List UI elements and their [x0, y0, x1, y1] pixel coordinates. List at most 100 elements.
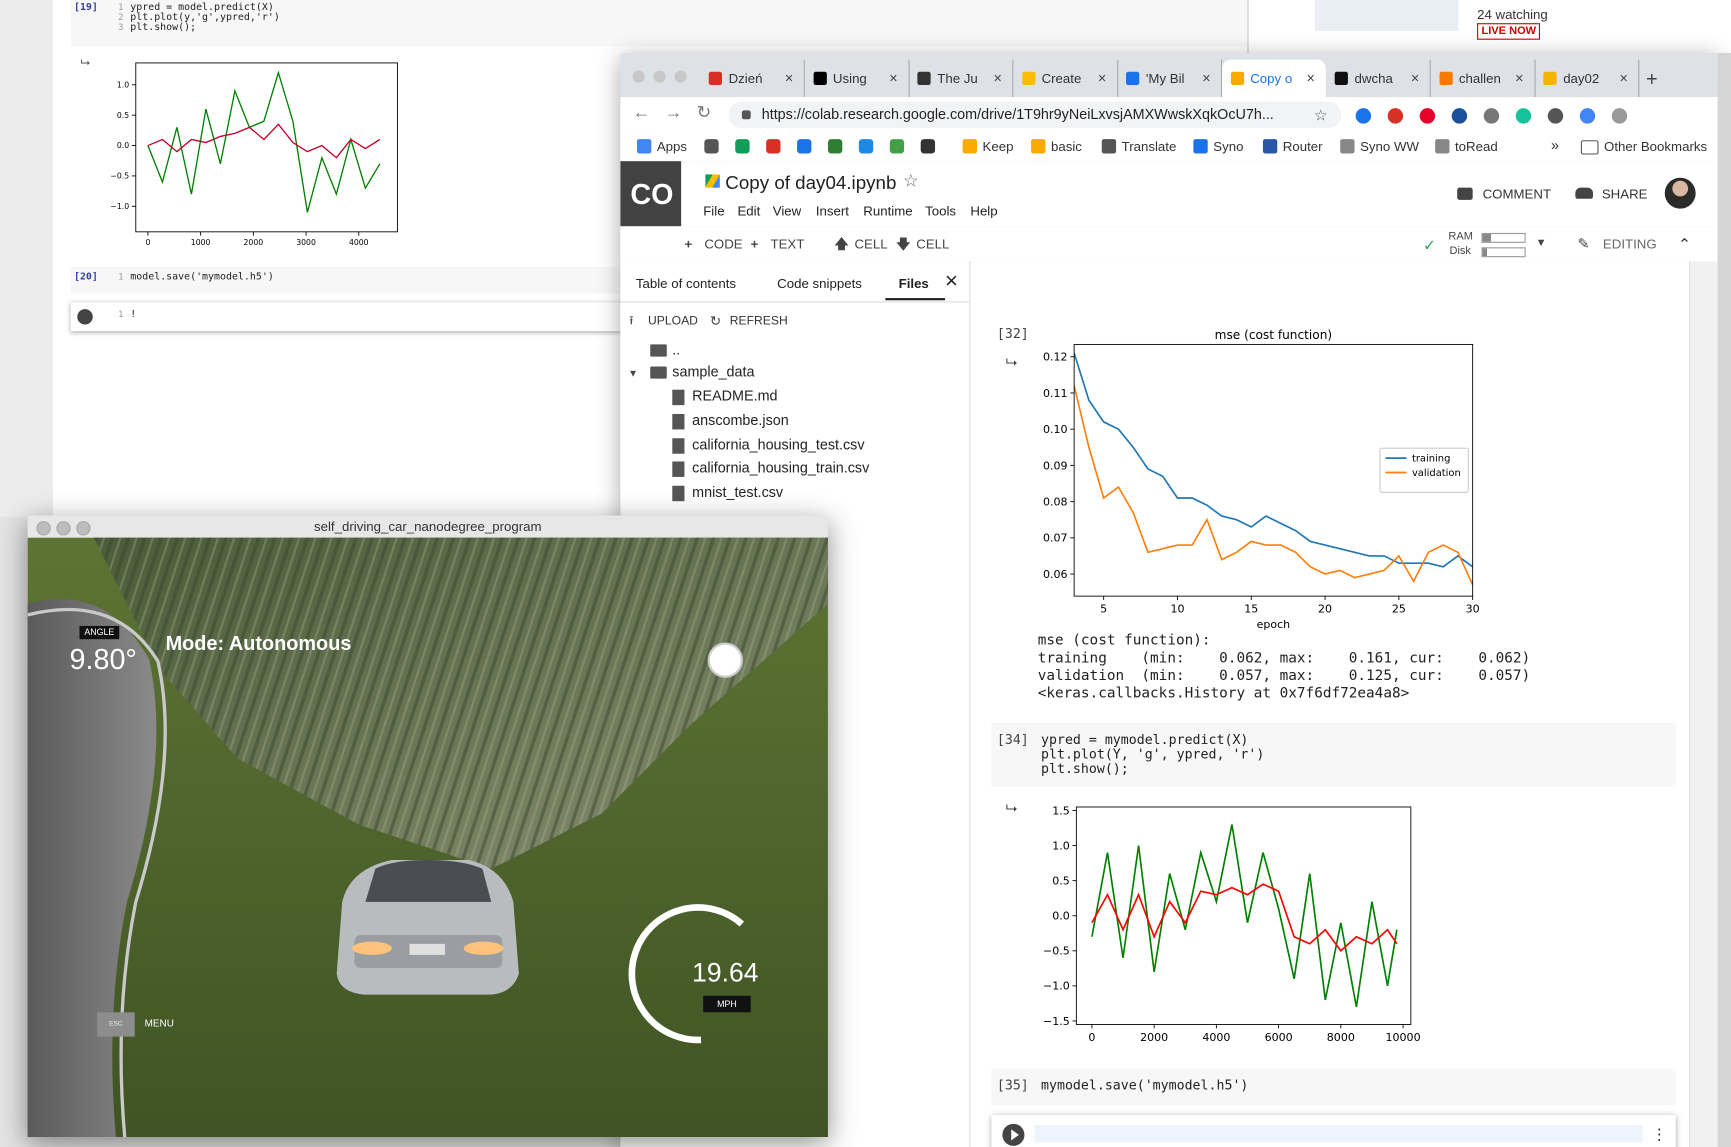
tab-close: ×: [1515, 69, 1524, 87]
browser-tab[interactable]: Copy o ×: [1221, 59, 1326, 98]
y-tick-label: −1.0: [110, 202, 129, 211]
x-tick-label: 20: [1318, 603, 1332, 616]
tab-title: 'My Bil: [1145, 70, 1185, 87]
output-line: training (min: 0.062, max: 0.161, cur: 0…: [1037, 650, 1531, 667]
chart: 0.06 0.07 0.08 0.09 0.10 0.11 0.12 5 10 15 20 25 30 m…: [1043, 328, 1480, 631]
x-tick-label: 4000: [349, 238, 369, 247]
plot-frame: [1073, 343, 1474, 597]
x-tick-label: 1000: [191, 238, 211, 247]
file: README.md: [692, 387, 778, 405]
folder-icon: [650, 344, 667, 357]
file-icon: [672, 389, 685, 406]
browser-tab[interactable]: Create ×: [1013, 59, 1118, 98]
browser-tab[interactable]: Dzień ×: [700, 59, 805, 98]
chart-title: mse (cost function): [1215, 328, 1332, 342]
cell-prompt: [20]: [73, 271, 98, 283]
line-number: 3: [118, 22, 124, 33]
bookmark: Apps: [656, 139, 688, 155]
series-line: [1074, 352, 1473, 568]
y-tick-label: 0.0: [1052, 910, 1070, 923]
code-line: model.save('mymodel.h5'): [130, 271, 274, 283]
run-button: [77, 309, 93, 325]
browser-tab[interactable]: challen ×: [1430, 59, 1536, 98]
series-line: [147, 70, 381, 213]
live-badge: LIVE NOW: [1477, 23, 1541, 40]
browser-tab[interactable]: The Ju ×: [909, 59, 1014, 98]
y-tick-label: 0.5: [117, 111, 129, 120]
y-tick-label: 0.10: [1043, 423, 1068, 436]
close-sidebar: ×: [944, 269, 958, 294]
bookmarks-more: »: [1551, 136, 1560, 154]
nav-button: ←: [632, 103, 651, 123]
extension-icon: [1547, 108, 1564, 124]
angle-box: [79, 625, 120, 640]
lock-icon: [741, 110, 751, 120]
x-tick-label: 25: [1392, 603, 1406, 616]
notebook-area: [32] ⮡ 0.06 0.07 0.08 0.09 0.10 0.11 0.12 5 10 15 20…: [971, 261, 1690, 1147]
toolbar-button: CODE: [704, 236, 743, 252]
y-tick-label: −1.5: [1043, 1015, 1070, 1028]
toolbar-icon: 🡅: [834, 236, 849, 252]
connected-check: ✓: [1422, 236, 1436, 254]
bookmark-icon: [827, 139, 843, 154]
menu-item: Edit: [737, 203, 761, 219]
speed-unit: MPH: [717, 999, 737, 1010]
x-tick-label: 2000: [1140, 1031, 1168, 1044]
bookmark-icon: [766, 139, 781, 154]
output-icon: ⮡: [80, 56, 91, 70]
esc-button[interactable]: [97, 1012, 135, 1037]
bookmark-icon: [797, 139, 812, 154]
y-tick-label: 0.12: [1043, 351, 1068, 364]
car: [336, 859, 519, 995]
x-axis-label: epoch: [1257, 618, 1291, 631]
browser-tab[interactable]: 'My Bil ×: [1117, 59, 1223, 98]
menu-item: View: [772, 203, 802, 219]
menu-item: Runtime: [863, 203, 913, 219]
bookmark-icon: [858, 139, 874, 154]
plot-frame: [135, 62, 398, 233]
run-button[interactable]: [1002, 1123, 1025, 1146]
window-title: self_driving_car_nanodegree_program: [313, 518, 542, 535]
omnibox: https://colab.research.google.com/drive/…: [728, 101, 1342, 129]
file-icon: [672, 461, 685, 478]
bookmark-icon: [962, 139, 977, 154]
window-control: [674, 70, 687, 83]
browser-tab[interactable]: day02 ×: [1534, 59, 1640, 98]
toolbar-icon: +: [750, 236, 759, 252]
tab-close: ×: [889, 69, 898, 87]
code-line: mymodel.save('mymodel.h5'): [1041, 1077, 1249, 1093]
nav-button: ↻: [696, 103, 712, 123]
y-tick-label: 0.5: [1052, 875, 1070, 888]
browser-tab[interactable]: dwcha ×: [1326, 59, 1431, 98]
legend-box: [1379, 447, 1469, 493]
y-tick-label: 0.08: [1043, 495, 1068, 508]
line-number: 1: [118, 271, 124, 282]
tab-close: ×: [784, 69, 794, 87]
tab-title: Create: [1041, 70, 1082, 87]
series-line: [1091, 824, 1398, 1008]
tab-icon: [1334, 71, 1348, 86]
series-line: [147, 123, 381, 159]
edit-icon: ✎: [1577, 235, 1590, 252]
refresh-button: REFRESH: [729, 314, 788, 328]
logo-text: CO: [630, 177, 674, 211]
code-line: plt.show();: [1041, 760, 1129, 777]
chart: 1.5 1.0 0.5 0.0 −0.5 −1.0 −1.5 0 2000 4000 6000 800…: [1043, 804, 1421, 1044]
tab-title: Dzień: [728, 70, 763, 87]
x-tick-label: 4000: [1202, 1031, 1230, 1044]
bookmark-icon: [704, 139, 719, 154]
toolbar-icon: +: [684, 236, 693, 252]
code-line: ypred = mymodel.predict(X): [1041, 731, 1249, 748]
browser-tab[interactable]: Using ×: [804, 59, 910, 98]
scrollbar: [1689, 261, 1719, 1147]
output-icon: ⮡: [1005, 353, 1018, 370]
star: ☆: [1313, 105, 1328, 124]
y-tick-label: 1.0: [117, 81, 129, 90]
x-tick-label: 10000: [1386, 1031, 1421, 1044]
series-line: [1074, 385, 1473, 586]
bookmark-icon: [636, 139, 652, 154]
window-control: [76, 521, 91, 536]
sidebar-tab: Code snippets: [777, 275, 862, 292]
file: california_housing_train.csv: [692, 459, 870, 477]
y-tick-label: 1.5: [1052, 804, 1070, 817]
